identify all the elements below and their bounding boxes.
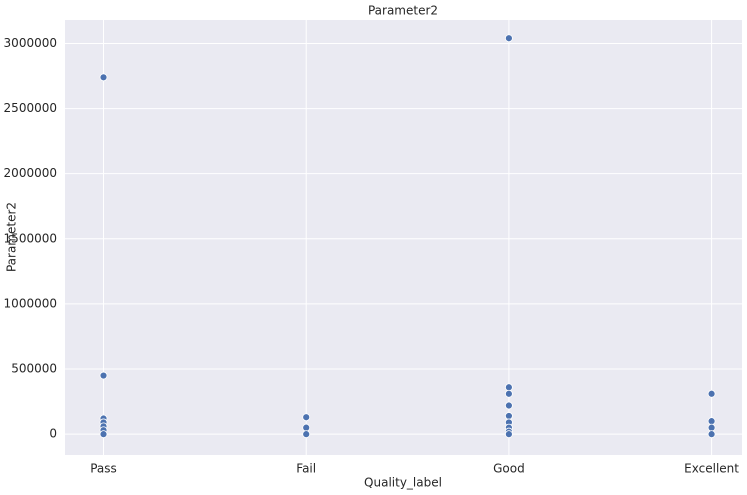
y-axis-label: Parameter2 [5,202,19,272]
point [505,383,513,392]
y-tick-label: 1500000 [4,231,57,245]
y-tick-label: 2000000 [4,166,57,180]
point [302,430,311,439]
x-tick-label: Excellent [684,462,739,476]
chart-title: Parameter2 [368,4,438,18]
point [505,430,513,439]
x-tick-label: Pass [90,462,117,476]
plot-area [65,20,742,455]
x-tick-label: Fail [296,462,316,476]
point [99,73,108,82]
point [505,389,513,398]
point [707,430,716,439]
x-tick-label: Good [493,462,525,476]
point [505,401,513,410]
point [302,423,311,432]
point [302,413,311,422]
point [505,412,513,420]
y-tick-label: 1000000 [4,296,57,310]
point [707,389,716,398]
x-axis-label: Quality_label [364,476,442,490]
point [707,417,716,426]
point [505,34,513,43]
point [707,423,716,432]
y-tick-label: 500000 [11,362,57,376]
y-tick-label: 2500000 [4,101,57,115]
y-tick-label: 0 [49,427,57,441]
point [99,371,108,380]
y-tick-label: 3000000 [4,36,57,50]
point [99,430,108,439]
